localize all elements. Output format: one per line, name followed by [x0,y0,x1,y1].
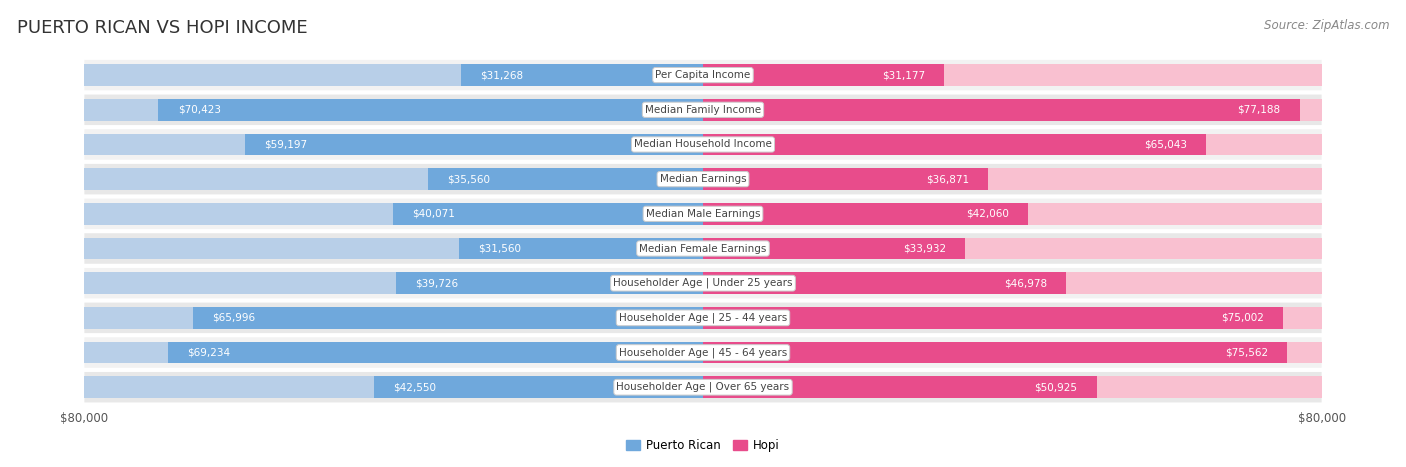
FancyBboxPatch shape [84,164,1322,194]
Bar [703,64,1322,86]
Bar [703,99,1301,120]
FancyBboxPatch shape [84,268,1322,298]
Text: $35,560: $35,560 [447,174,491,184]
Bar [84,342,703,363]
Text: $69,234: $69,234 [187,347,231,358]
Bar [84,307,703,329]
Bar [396,272,703,294]
Text: $31,177: $31,177 [882,70,925,80]
Text: $33,932: $33,932 [903,243,946,254]
Bar [703,203,1322,225]
Bar [374,376,703,398]
Bar [458,238,703,259]
Bar [703,238,1322,259]
Bar [84,134,703,155]
Text: $65,996: $65,996 [212,313,254,323]
Bar [159,99,703,120]
Text: $75,562: $75,562 [1225,347,1268,358]
Text: Source: ZipAtlas.com: Source: ZipAtlas.com [1264,19,1389,32]
FancyBboxPatch shape [84,198,1322,229]
Text: Median Earnings: Median Earnings [659,174,747,184]
FancyBboxPatch shape [84,337,1322,368]
Bar [703,99,1322,120]
Text: Median Female Earnings: Median Female Earnings [640,243,766,254]
FancyBboxPatch shape [84,94,1322,125]
Bar [84,238,703,259]
Bar [703,376,1322,398]
Bar [703,134,1322,155]
Bar [703,376,1097,398]
Text: $42,550: $42,550 [394,382,436,392]
Bar [703,169,1322,190]
Text: $46,978: $46,978 [1004,278,1047,288]
Text: Householder Age | Under 25 years: Householder Age | Under 25 years [613,278,793,289]
Bar [84,169,703,190]
Bar [193,307,703,329]
Text: $40,071: $40,071 [412,209,456,219]
Text: $70,423: $70,423 [177,105,221,115]
Text: PUERTO RICAN VS HOPI INCOME: PUERTO RICAN VS HOPI INCOME [17,19,308,37]
Bar [84,272,703,294]
FancyBboxPatch shape [84,372,1322,403]
Bar [703,203,1028,225]
FancyBboxPatch shape [84,233,1322,264]
Bar [394,203,703,225]
Text: Householder Age | 25 - 44 years: Householder Age | 25 - 44 years [619,312,787,323]
Text: Median Male Earnings: Median Male Earnings [645,209,761,219]
Text: Householder Age | 45 - 64 years: Householder Age | 45 - 64 years [619,347,787,358]
Bar [427,169,703,190]
Bar [245,134,703,155]
Bar [703,342,1322,363]
FancyBboxPatch shape [84,60,1322,91]
Bar [703,169,988,190]
Text: $39,726: $39,726 [415,278,458,288]
Text: Householder Age | Over 65 years: Householder Age | Over 65 years [616,382,790,392]
Bar [703,64,943,86]
Bar [84,376,703,398]
Text: Median Household Income: Median Household Income [634,140,772,149]
Text: $50,925: $50,925 [1035,382,1077,392]
Text: $31,268: $31,268 [481,70,523,80]
Bar [703,342,1288,363]
Bar [703,307,1284,329]
Text: $31,560: $31,560 [478,243,522,254]
Bar [84,203,703,225]
FancyBboxPatch shape [84,303,1322,333]
Legend: Puerto Rican, Hopi: Puerto Rican, Hopi [621,434,785,456]
Bar [167,342,703,363]
Text: $75,002: $75,002 [1220,313,1264,323]
Text: $42,060: $42,060 [966,209,1010,219]
Text: $77,188: $77,188 [1237,105,1281,115]
Text: $59,197: $59,197 [264,140,308,149]
Bar [84,64,703,86]
Text: $65,043: $65,043 [1143,140,1187,149]
Text: $36,871: $36,871 [925,174,969,184]
Bar [84,99,703,120]
FancyBboxPatch shape [84,129,1322,160]
Bar [703,272,1066,294]
Text: Median Family Income: Median Family Income [645,105,761,115]
Bar [703,272,1322,294]
Text: Per Capita Income: Per Capita Income [655,70,751,80]
Bar [703,307,1322,329]
Bar [703,134,1206,155]
Bar [703,238,966,259]
Bar [461,64,703,86]
